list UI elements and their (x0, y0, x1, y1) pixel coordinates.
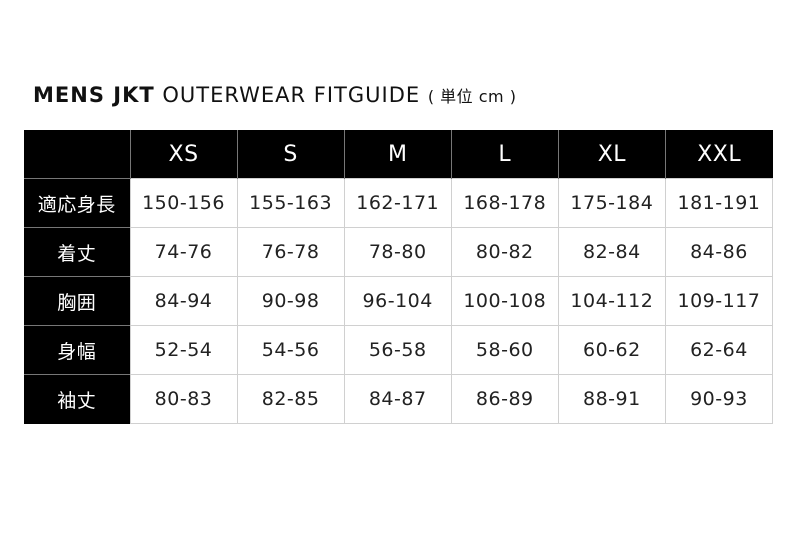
table-cell: 60-62 (557, 325, 666, 375)
table-cell: 100-108 (450, 276, 559, 326)
header-size: S (236, 130, 345, 179)
title-unit: ( 単位 cm ) (427, 87, 517, 106)
table-cell: 80-83 (129, 374, 238, 424)
table-cell: 54-56 (236, 325, 345, 375)
table-row: 着丈 74-76 76-78 78-80 80-82 82-84 84-86 (24, 227, 774, 277)
table-cell: 155-163 (236, 178, 345, 228)
table-cell: 84-86 (664, 227, 774, 277)
header-size: XL (557, 130, 666, 179)
table-cell: 175-184 (557, 178, 666, 228)
table-cell: 90-93 (664, 374, 774, 424)
table-cell: 84-87 (343, 374, 452, 424)
table-row: 胸囲 84-94 90-98 96-104 100-108 104-112 109-117 (24, 276, 774, 326)
table-cell: 168-178 (450, 178, 559, 228)
table-row: 身幅 52-54 54-56 56-58 58-60 60-62 62-64 (24, 325, 774, 375)
table-cell: 62-64 (664, 325, 774, 375)
table-cell: 82-84 (557, 227, 666, 277)
table-cell: 150-156 (129, 178, 238, 228)
table-cell: 162-171 (343, 178, 452, 228)
table-cell: 58-60 (450, 325, 559, 375)
header-size: XXL (664, 130, 773, 179)
header-row: XS S M L XL XXL (24, 130, 773, 179)
row-label: 胸囲 (24, 276, 130, 326)
table-cell: 181-191 (664, 178, 774, 228)
header-size: M (343, 130, 452, 179)
table-cell: 52-54 (129, 325, 238, 375)
table-cell: 90-98 (236, 276, 345, 326)
row-label: 適応身長 (24, 178, 130, 228)
size-chart-table: XS S M L XL XXL 適応身長 150-156 155-163 162-17… (24, 130, 774, 424)
table-cell: 84-94 (129, 276, 238, 326)
table-cell: 88-91 (557, 374, 666, 424)
header-size: XS (129, 130, 238, 179)
title-bold: MENS JKT (33, 83, 155, 107)
table-row: 袖丈 80-83 82-85 84-87 86-89 88-91 90-93 (24, 374, 774, 424)
title-light: OUTERWEAR FITGUIDE (162, 83, 421, 107)
row-label: 着丈 (24, 227, 130, 277)
row-label: 袖丈 (24, 374, 130, 424)
table-cell: 96-104 (343, 276, 452, 326)
table-cell: 86-89 (450, 374, 559, 424)
page-title: MENS JKT OUTERWEAR FITGUIDE ( 単位 cm ) (33, 83, 516, 107)
header-corner (24, 130, 130, 179)
table-cell: 109-117 (664, 276, 774, 326)
table-row: 適応身長 150-156 155-163 162-171 168-178 175-184 1… (24, 178, 774, 228)
row-label: 身幅 (24, 325, 130, 375)
table-cell: 56-58 (343, 325, 452, 375)
table-cell: 74-76 (129, 227, 238, 277)
table-cell: 76-78 (236, 227, 345, 277)
table-cell: 104-112 (557, 276, 666, 326)
table-cell: 80-82 (450, 227, 559, 277)
table-cell: 82-85 (236, 374, 345, 424)
header-size: L (450, 130, 559, 179)
table-cell: 78-80 (343, 227, 452, 277)
